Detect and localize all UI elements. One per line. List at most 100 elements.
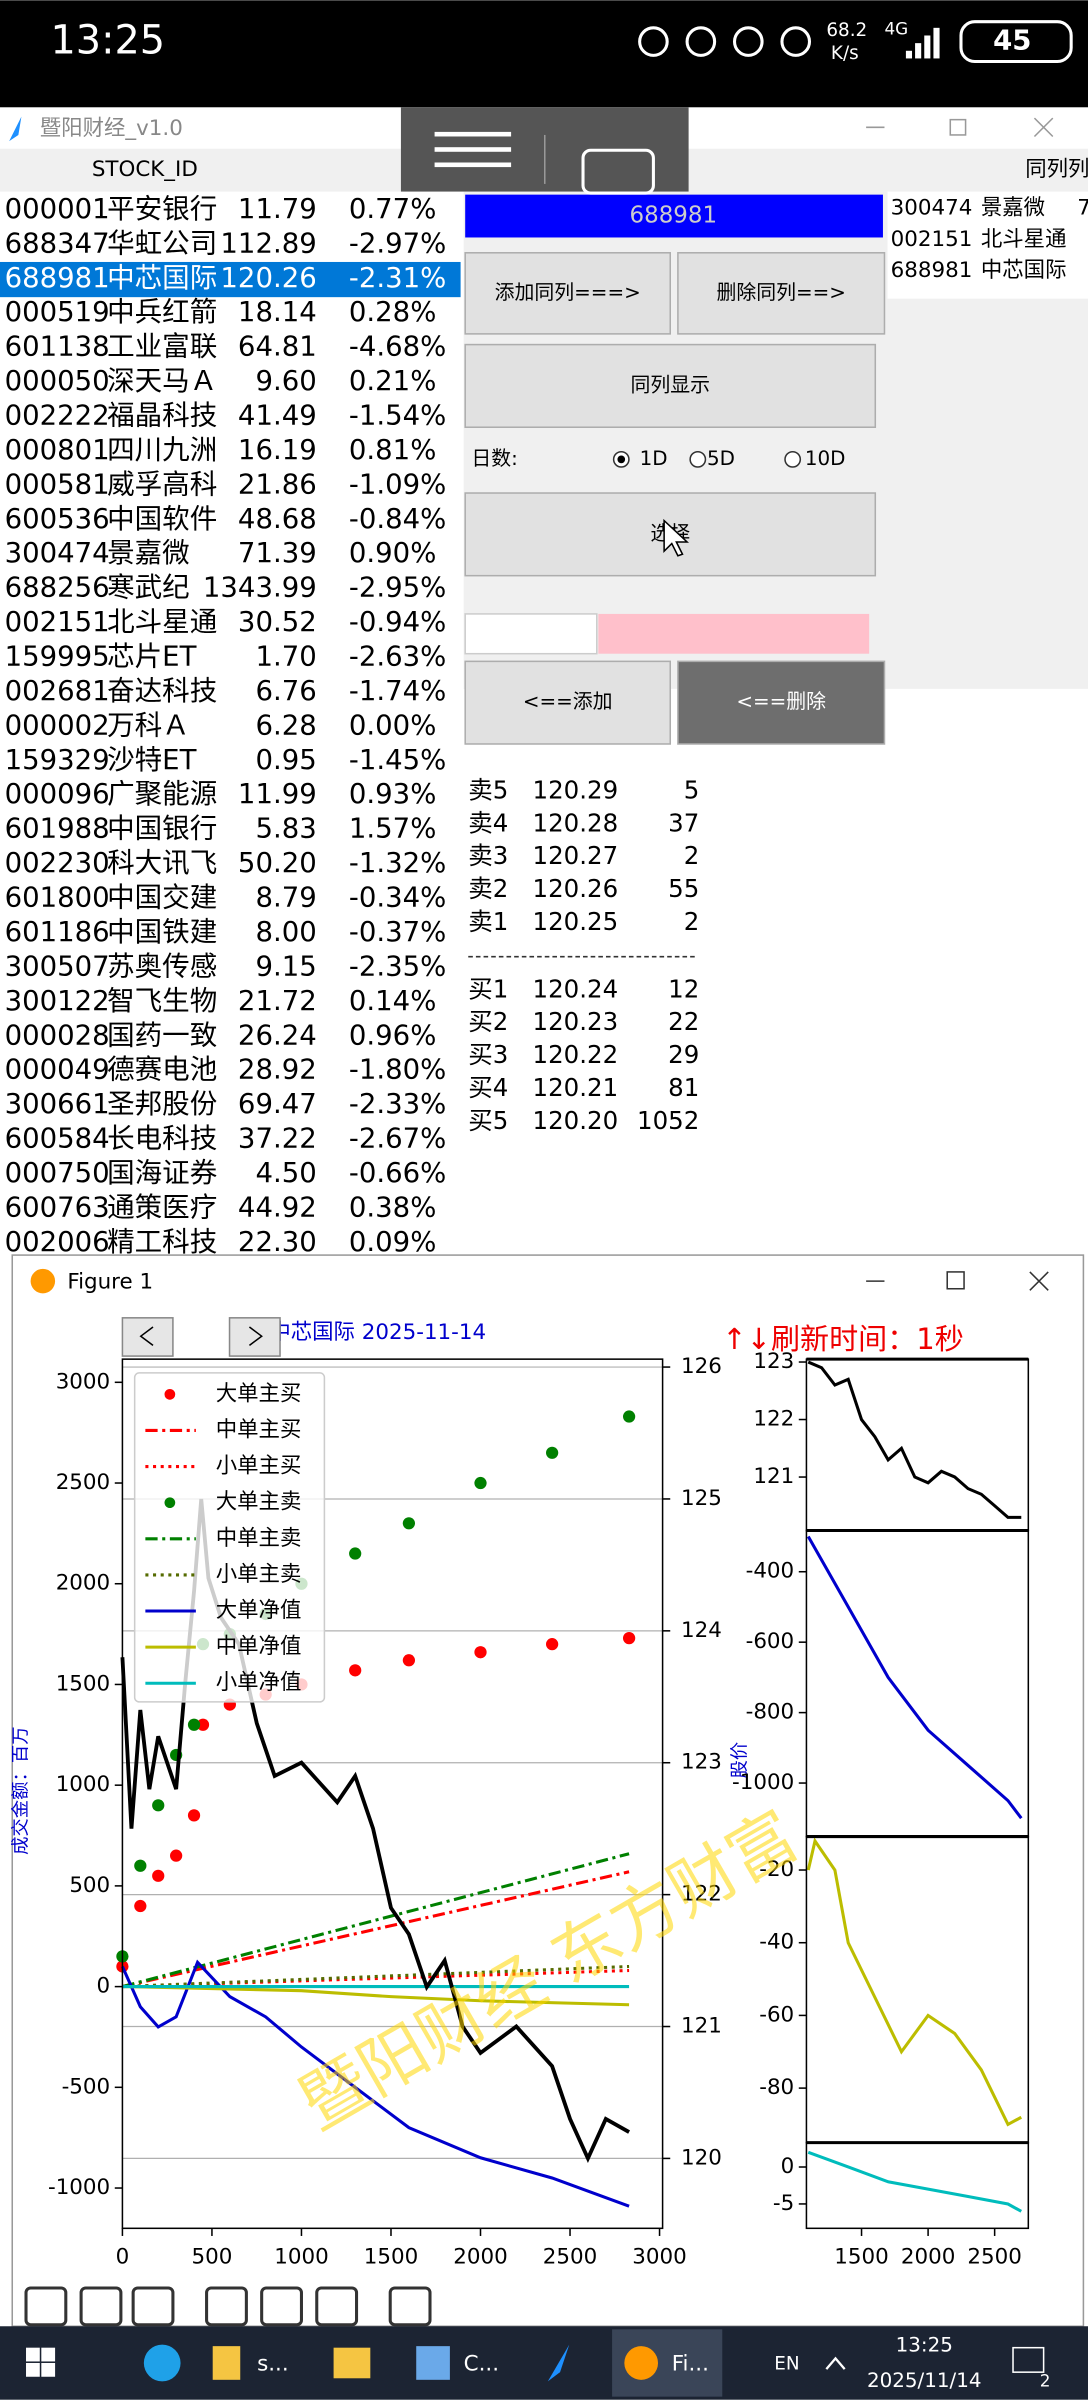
- windows-logo[interactable]: [41, 2362, 56, 2377]
- menu-line[interactable]: [434, 147, 512, 152]
- stock-name: 德赛电池: [107, 1054, 217, 1086]
- folder-icon[interactable]: [212, 2346, 241, 2380]
- radio-label: 1D: [640, 447, 668, 470]
- column-header: STOCK_ID: [92, 157, 198, 182]
- stock-change: 0.81%: [349, 434, 436, 466]
- toolbar-button[interactable]: [79, 2286, 123, 2327]
- side-y-tick-label: -20: [759, 1857, 794, 1882]
- button[interactable]: [677, 252, 886, 335]
- order-price: 120.25: [533, 907, 619, 936]
- taskbar-time: 13:25: [896, 2334, 953, 2357]
- status-speed-unit: K/s: [831, 43, 859, 64]
- windows-logo[interactable]: [26, 2347, 40, 2362]
- stock-change: 0.77%: [349, 193, 436, 225]
- nav-prev[interactable]: [121, 1317, 174, 1357]
- toolbar-button[interactable]: [24, 2286, 68, 2327]
- stock-price: 11.79: [238, 193, 317, 225]
- stock-change: -0.66%: [349, 1157, 446, 1189]
- menu-line[interactable]: [434, 131, 512, 137]
- dot: [187, 1809, 201, 1822]
- stock-code: 688347: [5, 227, 110, 259]
- status-time: 13:25: [50, 18, 165, 64]
- stock-code: 300661: [5, 1088, 110, 1120]
- y2-tick-label: 123: [681, 1750, 722, 1775]
- dot: [349, 1547, 362, 1560]
- menu-line[interactable]: [434, 162, 512, 168]
- side-y-tick-label: -5: [773, 2191, 794, 2216]
- status-network: 4G: [884, 18, 908, 38]
- stock-price: 6.28: [255, 709, 316, 741]
- button[interactable]: [464, 660, 672, 745]
- stock-name: 景嘉微: [107, 537, 190, 569]
- stock-code: 000001: [5, 193, 110, 225]
- dot: [152, 1869, 165, 1882]
- stock-change: -2.35%: [349, 950, 446, 982]
- radio[interactable]: [689, 450, 707, 468]
- toolbar-button[interactable]: [388, 2286, 432, 2327]
- stock-name: 沙特ET: [107, 744, 196, 776]
- order-volume: 22: [668, 1007, 699, 1036]
- button[interactable]: [464, 343, 877, 428]
- stock-change: -0.84%: [349, 503, 446, 535]
- stock-price: 37.22: [238, 1123, 317, 1155]
- order-level: 卖2: [468, 874, 508, 903]
- stock-change: -0.34%: [349, 882, 446, 914]
- toolbar-button[interactable]: [260, 2286, 303, 2327]
- order-volume: 2: [684, 907, 700, 936]
- windows-logo[interactable]: [41, 2347, 56, 2362]
- stock-code: 600536: [5, 503, 110, 535]
- button-label: <==添加: [523, 690, 613, 713]
- app-icon-c[interactable]: [416, 2346, 450, 2380]
- stock-code: 002151: [5, 606, 110, 638]
- explorer-icon[interactable]: [333, 2347, 371, 2379]
- button[interactable]: [464, 252, 672, 335]
- toolbar-button[interactable]: [131, 2286, 175, 2327]
- side-y-tick-label: -600: [746, 1629, 795, 1654]
- legend-label: 中单主买: [216, 1417, 302, 1442]
- order-book: [465, 773, 701, 1138]
- stock-name: 深天马Ａ: [107, 365, 217, 397]
- toolbar-button[interactable]: [205, 2286, 248, 2327]
- stock-code: 000750: [5, 1157, 110, 1189]
- order-volume: 2: [684, 841, 700, 870]
- button[interactable]: [677, 660, 886, 745]
- stock-change: -1.54%: [349, 400, 446, 432]
- stock-change: -0.94%: [349, 606, 446, 638]
- order-level: 卖4: [468, 808, 508, 837]
- toolbar-button[interactable]: [315, 2286, 359, 2327]
- y-tick-label: 1000: [56, 1772, 110, 1797]
- dot: [134, 1859, 147, 1872]
- stock-name: 中兵红箭: [107, 296, 217, 328]
- order-volume: 5: [684, 775, 700, 804]
- y-tick-label: 0: [97, 1974, 111, 1999]
- stock-name: 通策医疗: [107, 1191, 217, 1223]
- stock-code: 000519: [5, 296, 110, 328]
- y-tick-label: 500: [69, 1873, 110, 1898]
- legend-label: 大单主买: [216, 1381, 302, 1406]
- stock-name: 华虹公司: [107, 227, 217, 259]
- stock-code: 600763: [5, 1191, 110, 1223]
- axes-frame: [121, 1358, 664, 2230]
- stock-name: 中国软件: [107, 503, 217, 535]
- radio[interactable]: [784, 450, 802, 468]
- x-tick-label: 1500: [364, 2244, 418, 2269]
- stock-code: 601138: [5, 331, 110, 363]
- fig-max: [946, 1271, 965, 1290]
- y-tick-label: 2000: [56, 1571, 110, 1596]
- entry[interactable]: [464, 613, 598, 655]
- stock-change: -4.68%: [349, 331, 446, 363]
- refresh-label: ↑↓刷新时间：1秒: [722, 1322, 964, 1356]
- nav-next[interactable]: [228, 1317, 281, 1357]
- figure-app-icon: [624, 2346, 659, 2380]
- notification-icon[interactable]: [1012, 2346, 1045, 2373]
- cursor: [663, 518, 690, 557]
- stock-change: -1.74%: [349, 675, 446, 707]
- series-line: [122, 1964, 630, 1989]
- keyboard-icon[interactable]: [581, 148, 655, 195]
- windows-logo[interactable]: [26, 2362, 40, 2377]
- stock-price: 112.89: [220, 227, 316, 259]
- stock-change: -1.09%: [349, 468, 446, 500]
- stock-change: -1.45%: [349, 744, 446, 776]
- y2-axis-label: 股价: [730, 1742, 751, 1779]
